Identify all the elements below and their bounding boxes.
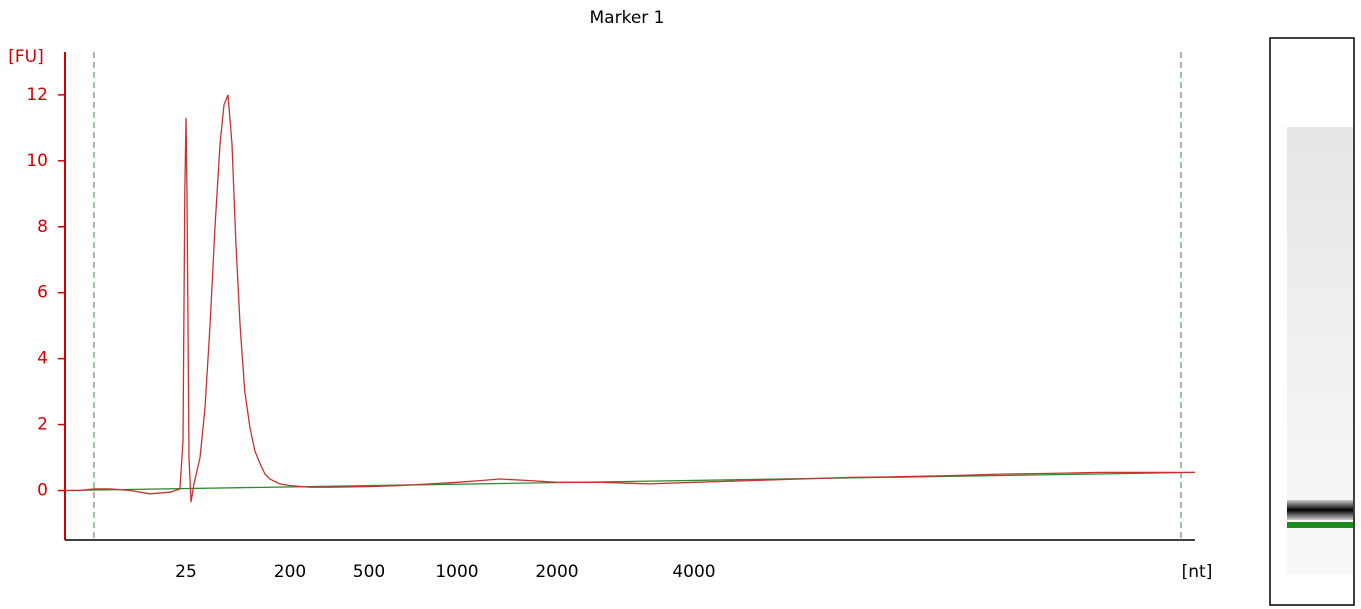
y-tick-label: 2 — [37, 415, 48, 435]
trace — [65, 94, 1195, 503]
trace — [64, 471, 1196, 492]
y-tick-label: 10 — [26, 151, 48, 171]
y-tick-label: 12 — [26, 85, 48, 105]
y-tick-label: 4 — [37, 349, 48, 369]
x-tick-label: 2000 — [535, 562, 578, 582]
x-tick-label: 25 — [175, 562, 197, 582]
x-tick-label: 500 — [353, 562, 385, 582]
y-axis-label: [FU] — [8, 47, 44, 67]
y-tick-label: 0 — [37, 481, 48, 501]
x-axis-label: [nt] — [1182, 562, 1213, 582]
x-tick-label: 200 — [274, 562, 306, 582]
y-tick-label: 8 — [37, 217, 48, 237]
chart-title: Marker 1 — [590, 8, 665, 28]
gel-lane — [1269, 37, 1355, 606]
x-tick-label: 4000 — [672, 562, 715, 582]
x-tick-label: 1000 — [435, 562, 478, 582]
y-tick-label: 6 — [37, 283, 48, 303]
